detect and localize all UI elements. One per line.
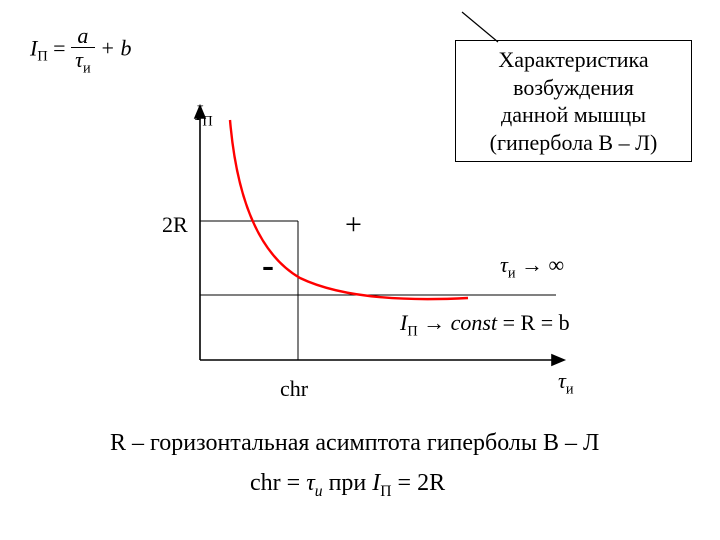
limtau-inf: ∞ <box>549 252 565 277</box>
cap2-tau-sub: и <box>315 483 323 500</box>
cap2-post: = 2R <box>392 470 446 496</box>
xlabel-tau: τ <box>558 368 566 393</box>
limI-arrow: → <box>418 310 451 335</box>
limtau-sub: и <box>508 265 516 281</box>
minus-sign: - <box>262 244 274 286</box>
tick-chr: chr <box>280 376 308 402</box>
x-axis-label: τи <box>558 368 574 398</box>
plus-sign: + <box>345 208 362 242</box>
limtau-arrow: → <box>516 252 549 277</box>
limit-tau-infinity: τи → ∞ <box>500 252 564 282</box>
limI-sub: П <box>407 323 417 339</box>
limI-tail: = R = b <box>497 310 570 335</box>
y-axis-label: IП <box>195 100 213 130</box>
caption-chr: chr = τи при IП = 2R <box>250 470 445 501</box>
cap2-mid: при <box>323 470 373 496</box>
diagram-svg <box>0 0 720 540</box>
ylabel-sub: П <box>202 113 212 129</box>
caption-asymptote: R – горизонтальная асимптота гиперболы В… <box>110 430 599 457</box>
limI-const: const <box>451 310 497 335</box>
cap2-tau: τ <box>306 470 315 496</box>
callout-leader <box>462 12 498 42</box>
cap2-pre: chr = <box>250 470 306 496</box>
limtau-tau: τ <box>500 252 508 277</box>
tick-2R: 2R <box>162 212 188 238</box>
limit-I-const: IП → const = R = b <box>400 310 570 340</box>
cap2-I-sub: П <box>380 483 391 500</box>
xlabel-sub: и <box>566 381 574 397</box>
